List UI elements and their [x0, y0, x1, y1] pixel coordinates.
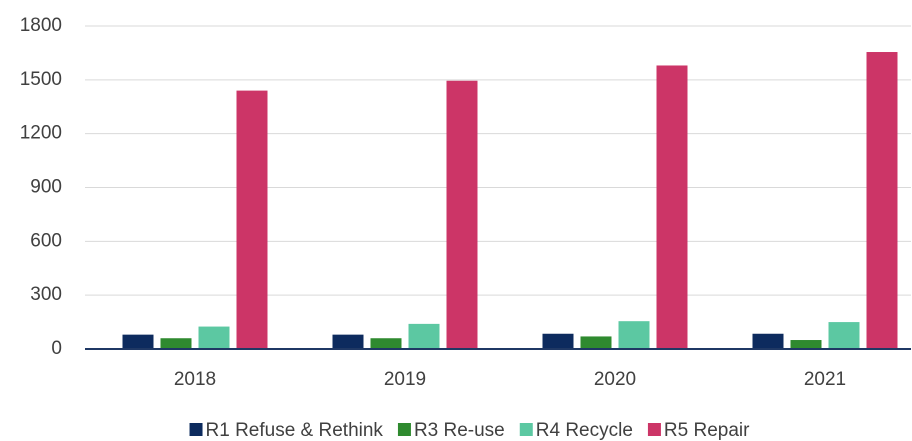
bar	[332, 334, 364, 349]
bar	[122, 334, 154, 349]
x-tick-label: 2018	[174, 369, 216, 390]
bar	[790, 340, 822, 349]
legend-label: R4 Recycle	[536, 420, 633, 441]
bar	[408, 323, 440, 349]
legend-swatch	[519, 423, 533, 436]
y-tick-label: 0	[51, 338, 62, 359]
bar	[618, 321, 650, 349]
bar	[866, 52, 898, 350]
legend-swatch	[189, 423, 203, 436]
bar	[446, 80, 478, 349]
y-tick-label: 1500	[20, 69, 62, 90]
bar	[828, 322, 860, 349]
bar	[370, 338, 402, 349]
bar	[580, 336, 612, 349]
legend-label: R1 Refuse & Rethink	[206, 420, 384, 441]
legend-swatch	[397, 423, 411, 436]
legend-label: R3 Re-use	[414, 420, 505, 441]
bar	[198, 326, 230, 349]
bar	[656, 65, 688, 349]
x-tick-label: 2020	[594, 369, 636, 390]
legend-label: R5 Repair	[664, 420, 750, 441]
x-tick-label: 2021	[804, 369, 846, 390]
x-tick-label: 2019	[384, 369, 426, 390]
legend-swatch	[647, 423, 661, 436]
bar	[542, 333, 574, 349]
y-tick-label: 600	[30, 230, 62, 251]
bar	[752, 333, 784, 349]
bar	[236, 90, 268, 349]
y-tick-label: 1800	[20, 15, 62, 36]
bar	[160, 338, 192, 349]
y-tick-label: 300	[30, 284, 62, 305]
y-tick-label: 900	[30, 177, 62, 198]
y-tick-label: 1200	[20, 123, 62, 144]
